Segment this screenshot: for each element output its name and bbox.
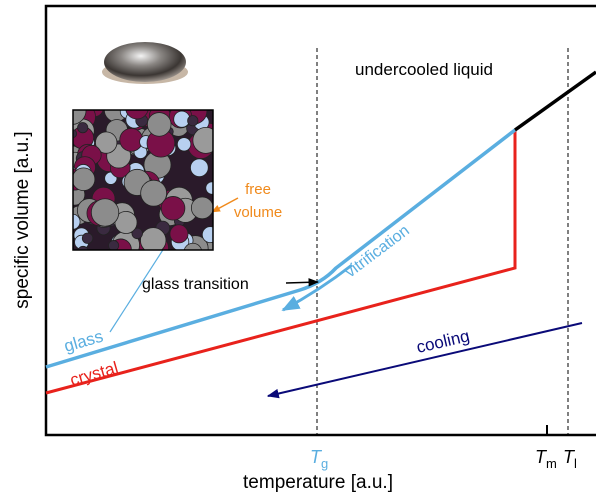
particle: [161, 196, 185, 220]
tick-subscript: l: [574, 456, 577, 471]
vitrification-label: vitrification: [342, 222, 413, 281]
particle: [82, 233, 93, 244]
tick-subscript: m: [546, 456, 557, 471]
volume-label: volume: [234, 204, 282, 221]
free-label: free: [245, 181, 271, 198]
particle: [126, 96, 149, 119]
cooling-arrow: [268, 323, 582, 396]
y-axis-label: specific volume [a.u.]: [12, 131, 33, 308]
glass-transition-arrow: [286, 282, 318, 283]
liquid-curve: [515, 72, 596, 130]
particle: [120, 128, 143, 151]
page: undercooled liquid free volume glass tra…: [0, 0, 596, 496]
tg-label: Tg: [310, 447, 328, 471]
particle: [177, 138, 191, 152]
particle: [72, 168, 95, 191]
glass-transition-label: glass transition: [142, 276, 249, 293]
particle: [109, 240, 119, 250]
particle: [91, 199, 118, 226]
particle: [191, 197, 213, 219]
tm-label: Tm: [535, 447, 557, 471]
tl-label: Tl: [563, 447, 577, 471]
particle: [184, 243, 202, 261]
particle: [206, 182, 218, 194]
x-axis-label: temperature [a.u.]: [243, 472, 393, 493]
particle: [190, 159, 208, 177]
tick-subscript: g: [321, 456, 328, 471]
particle: [147, 113, 171, 137]
particle: [78, 123, 88, 133]
particle: [202, 227, 218, 243]
diagram: undercooled liquid free volume glass tra…: [0, 0, 596, 496]
cooling-label: cooling: [415, 326, 472, 357]
particle: [188, 116, 198, 126]
particle: [193, 127, 219, 153]
liquid-label: undercooled liquid: [355, 60, 493, 79]
particle: [78, 246, 89, 257]
crystal-label: crystal: [68, 358, 120, 390]
droplet: [104, 42, 186, 82]
particle: [170, 225, 188, 243]
